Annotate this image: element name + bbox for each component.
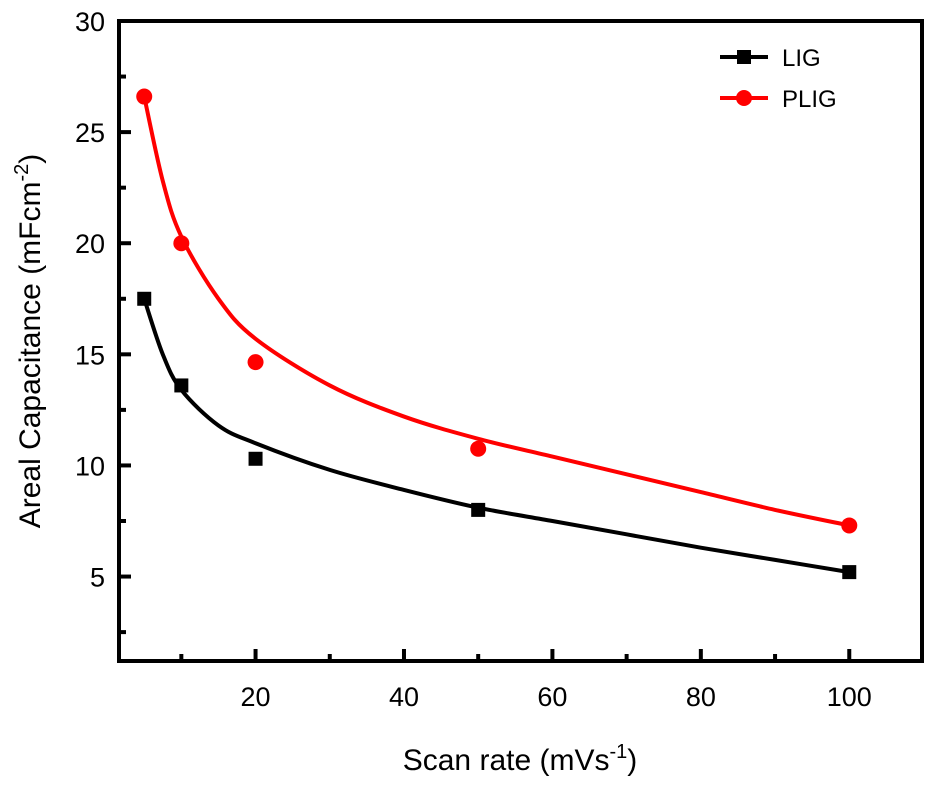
y-tick-label: 10 <box>75 451 105 481</box>
legend-marker-lig <box>737 50 751 64</box>
x-tick-label: 60 <box>537 682 567 712</box>
legend-label-lig: LIG <box>782 45 821 72</box>
x-tick-label: 80 <box>686 682 716 712</box>
data-point-plig <box>173 235 190 252</box>
x-tick-label: 40 <box>389 682 419 712</box>
data-point-plig <box>841 517 858 534</box>
plot-marks <box>136 88 858 580</box>
data-point-lig <box>137 291 152 306</box>
legend-marker-plig <box>736 90 752 106</box>
y-tick-label: 5 <box>90 563 105 593</box>
data-point-lig <box>471 502 486 517</box>
y-tick-label: 30 <box>75 7 105 37</box>
plot-frame <box>117 19 924 663</box>
x-axis-title: Scan rate (mVs-1) <box>403 741 638 777</box>
fit-curve-lig <box>142 298 850 575</box>
data-point-plig <box>247 354 264 371</box>
y-axis-title: Areal Capacitance (mFcm-2) <box>11 154 47 529</box>
legend-label-plig: PLIG <box>782 86 837 113</box>
data-point-plig <box>136 88 153 105</box>
y-tick-label: 15 <box>75 340 105 370</box>
x-tick-label: 100 <box>827 682 872 712</box>
data-point-lig <box>248 451 263 466</box>
legend: LIG PLIG <box>720 45 837 113</box>
y-tick-label: 20 <box>75 229 105 259</box>
data-point-lig <box>842 565 857 580</box>
data-point-lig <box>174 378 189 393</box>
data-point-plig <box>470 440 487 457</box>
y-tick-label: 25 <box>75 118 105 148</box>
x-tick-label: 20 <box>241 682 271 712</box>
axis-ticks: 20 40 60 80 100 5 10 15 20 25 30 <box>75 7 872 712</box>
